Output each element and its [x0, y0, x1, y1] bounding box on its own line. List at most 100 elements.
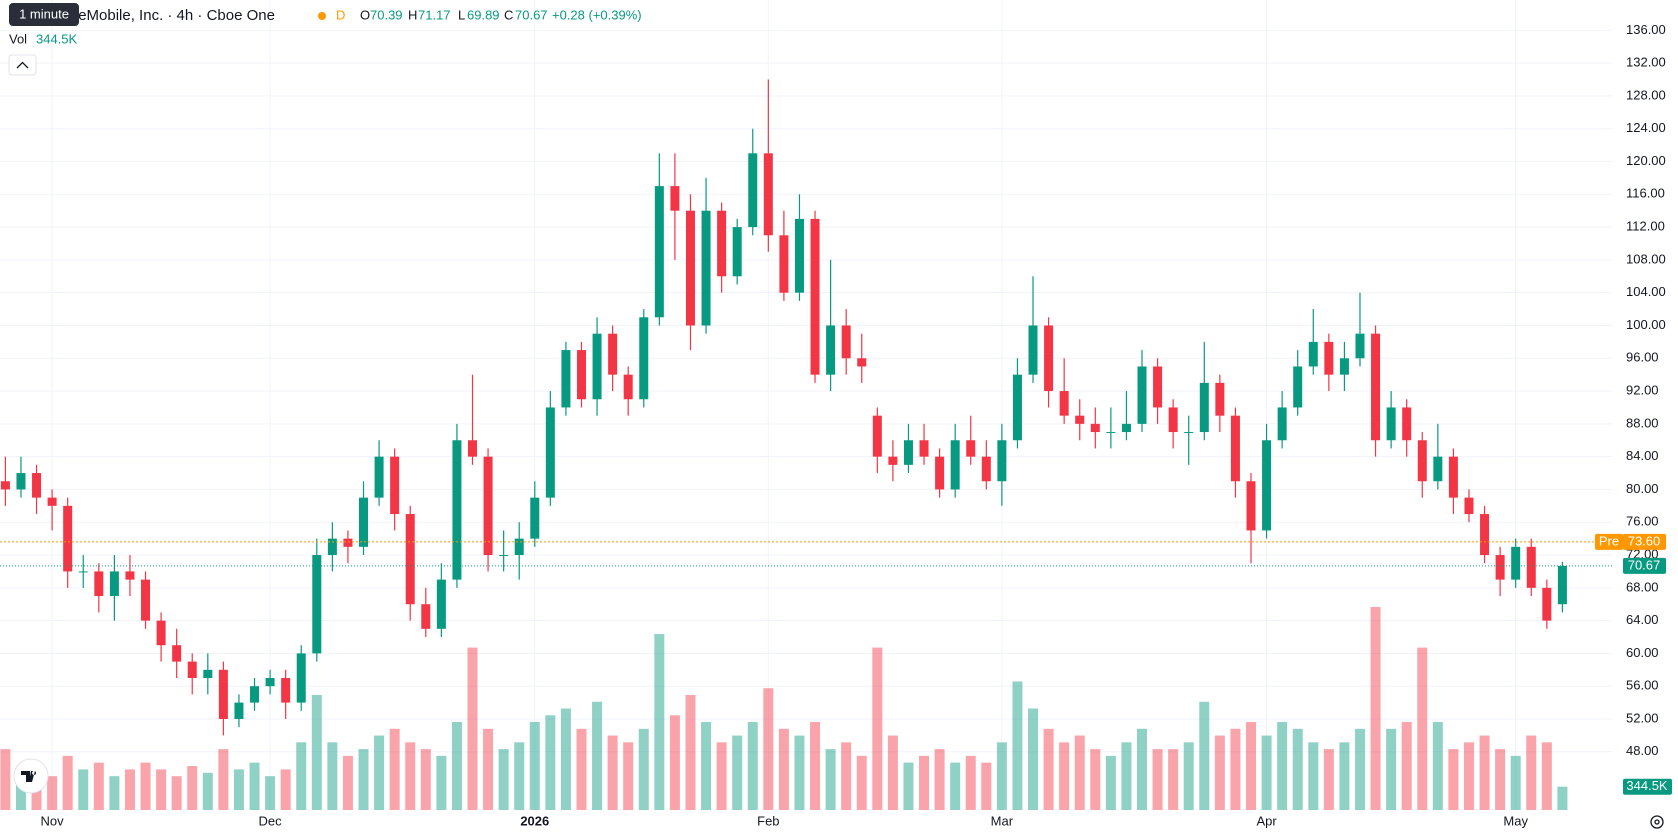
chevron-icon — [16, 61, 29, 69]
volume-bar — [1495, 749, 1506, 810]
volume-bar — [763, 688, 774, 810]
y-tick-label: 60.00 — [1626, 645, 1659, 660]
candle-body — [1542, 587, 1552, 621]
volume-bar — [451, 722, 462, 810]
header: SpaceMobile, Inc. · 4h · Cboe One D O 70… — [8, 3, 1664, 829]
volume-bar — [1183, 742, 1194, 810]
candle-body — [63, 505, 73, 572]
candle-body — [1230, 415, 1240, 482]
candle-body — [1324, 341, 1334, 375]
y-tick-label: 104.00 — [1626, 284, 1666, 299]
volume-bar — [965, 755, 976, 810]
candle-body — [545, 407, 555, 498]
volume-bar — [265, 776, 276, 810]
collapse-button[interactable] — [8, 54, 37, 76]
volume-bar — [1137, 728, 1148, 810]
candle-body — [1480, 514, 1490, 556]
candle-body — [218, 669, 228, 719]
volume-bar — [1292, 728, 1303, 810]
volume-bar — [1028, 708, 1039, 810]
candle-body — [841, 325, 851, 359]
candle-body — [1028, 325, 1038, 375]
y-tick-label: 88.00 — [1626, 415, 1659, 430]
pre-market-label: Pre — [1599, 533, 1619, 548]
volume-bar — [887, 735, 898, 810]
volume-bar — [1354, 728, 1365, 810]
y-tick-label: 116.00 — [1626, 186, 1665, 201]
interval-badge: D — [336, 7, 345, 22]
y-tick-label: 124.00 — [1626, 120, 1666, 135]
candle-body — [1153, 366, 1163, 408]
ohlc-value: 69.89 — [467, 7, 500, 22]
candle-body — [234, 702, 244, 719]
candle-body — [1293, 366, 1303, 408]
candle-body — [1090, 423, 1100, 433]
volume-bar — [1432, 722, 1443, 810]
last-price-label: 70.67 — [1628, 557, 1661, 572]
volume-bar — [327, 742, 338, 810]
volume-bar — [1074, 735, 1085, 810]
ohlc-letter: C — [504, 7, 513, 22]
volume-bar — [420, 749, 431, 810]
candle-body — [281, 678, 291, 703]
candle-body — [203, 669, 213, 679]
candle-body — [919, 440, 929, 457]
candle-body — [16, 473, 26, 490]
volume-bar — [1479, 735, 1490, 810]
candle-body — [794, 218, 804, 293]
volume-bar — [810, 722, 821, 810]
volume-bar — [856, 755, 867, 810]
ohlc-letter: O — [360, 7, 370, 22]
y-tick-label: 100.00 — [1626, 317, 1666, 332]
candle-body — [608, 333, 618, 375]
candle-body — [1215, 382, 1225, 416]
volume-bar — [981, 762, 992, 810]
volume-bar — [218, 749, 229, 810]
settings-icon-core — [1654, 819, 1660, 825]
volume-bar — [1463, 742, 1474, 810]
y-tick-label: 136.00 — [1626, 22, 1666, 37]
volume-bar — [156, 769, 167, 810]
candle-body — [483, 456, 493, 556]
candle-body — [327, 538, 337, 556]
candle-body — [717, 210, 727, 277]
volume-bar — [280, 769, 291, 810]
candle-body — [141, 579, 151, 621]
y-tick-label: 56.00 — [1626, 678, 1659, 693]
candle-body — [468, 440, 477, 457]
y-tick-label: 92.00 — [1626, 383, 1659, 398]
candle-body — [576, 350, 586, 400]
candle-body — [1339, 358, 1349, 375]
volume-bar — [1401, 722, 1412, 810]
volume-bar — [669, 715, 680, 810]
volume-bar — [654, 634, 665, 810]
volume-bar — [374, 735, 385, 810]
volume-value: 344.5K — [36, 31, 78, 46]
volume-bar — [716, 742, 727, 810]
candle-body — [981, 456, 991, 482]
volume-bar — [140, 762, 151, 810]
volume-bar — [1199, 701, 1210, 810]
volume-bar — [358, 749, 369, 810]
candle-body — [499, 555, 509, 557]
candle-body — [857, 358, 867, 367]
volume-bar — [124, 769, 135, 810]
volume-bar — [996, 742, 1007, 810]
volume-bar — [1105, 755, 1116, 810]
y-tick-label: 132.00 — [1626, 55, 1666, 70]
volume-bar — [1370, 607, 1381, 810]
tooltip-box — [9, 3, 79, 26]
x-tick-label: Dec — [259, 813, 283, 828]
candle-body — [250, 686, 260, 703]
settings-icon[interactable] — [1650, 815, 1664, 829]
candle-body — [421, 604, 431, 629]
ohlc-letter: H — [408, 7, 417, 22]
candle-body — [903, 440, 913, 465]
candle-body — [670, 186, 680, 211]
candle-body — [1106, 432, 1116, 434]
volume-bar — [1059, 742, 1070, 810]
candle-body — [390, 456, 400, 515]
pre-market-tag — [1595, 533, 1623, 550]
last-price-tag — [1623, 557, 1666, 574]
